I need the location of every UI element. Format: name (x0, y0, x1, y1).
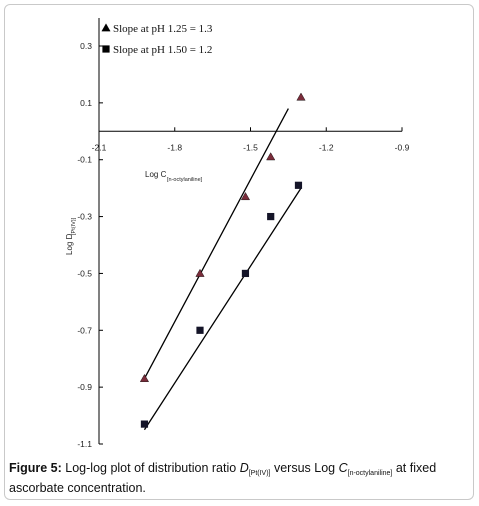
data-points (139, 92, 306, 428)
x-axis-label: Log C (145, 170, 167, 179)
axes: 0.3 0.1 -0.1 -0.3 -0.5 -0.7 -0.9 -1.1 -2.1 -1.8 -1… (65, 18, 410, 449)
series-2-point (196, 326, 204, 334)
x-tick-label: -1.5 (243, 142, 258, 152)
legend: Slope at pH 1.25 = 1.3 Slope at pH 1.50 =… (101, 23, 213, 56)
y-axis-label: Log D (65, 233, 74, 255)
legend-label-2: Slope at pH 1.50 = 1.2 (113, 44, 212, 56)
series-1-point (240, 192, 250, 201)
y-axis-label-sub: [Pt(IV)] (71, 217, 77, 235)
y-tick-label: -0.5 (77, 268, 92, 278)
series-2-point (241, 269, 250, 278)
caption-c: C (338, 461, 348, 475)
caption-text-1: Log-log plot of distribution ratio (61, 461, 240, 475)
y-tick-label: -0.3 (77, 212, 92, 222)
series-1-point (195, 268, 205, 277)
caption-d-sub: [Pt(IV)] (248, 470, 271, 477)
series-1-point (296, 92, 306, 101)
trendlines (143, 108, 302, 431)
caption-text-2: versus Log (270, 461, 339, 475)
trendline-2 (143, 187, 302, 431)
caption-label: Figure 5: (9, 461, 62, 475)
x-tick-label: -0.9 (395, 142, 410, 152)
caption-c-sub: [n-octylaniline] (347, 470, 393, 477)
caption-d: D (239, 461, 249, 475)
x-axis-label-sub: [n-octylaniline] (167, 177, 203, 183)
series-1-point (266, 152, 276, 161)
y-tick-label: -1.1 (77, 439, 92, 449)
x-tick-label: -2.1 (92, 142, 107, 152)
y-tick-label: -0.1 (77, 155, 92, 165)
y-axis-label-group: Log D[Pt(IV)] (65, 217, 77, 255)
series-1-point (139, 374, 149, 382)
series-2-point (294, 181, 303, 189)
y-tick-label: -0.9 (77, 382, 92, 392)
figure-caption: Figure 5: Log-log plot of distribution r… (9, 461, 469, 496)
legend-marker-2 (102, 45, 110, 53)
series-2-point (140, 420, 149, 428)
x-tick-label: -1.8 (167, 142, 182, 152)
chart: 0.3 0.1 -0.1 -0.3 -0.5 -0.7 -0.9 -1.1 -2.1 -1.8 -1… (65, 18, 410, 449)
trendline-1 (143, 108, 289, 379)
y-tick-label: 0.1 (80, 98, 92, 108)
legend-marker-1 (101, 23, 111, 32)
figure-frame (4, 4, 474, 500)
y-tick-label: 0.3 (80, 41, 92, 51)
x-tick-label: -1.2 (319, 142, 334, 152)
y-tick-label: -0.7 (77, 325, 92, 335)
series-2-point (267, 212, 275, 221)
legend-label-1: Slope at pH 1.25 = 1.3 (113, 23, 213, 35)
caption-text-3: at fixed ascorbate concentration. (9, 461, 437, 495)
